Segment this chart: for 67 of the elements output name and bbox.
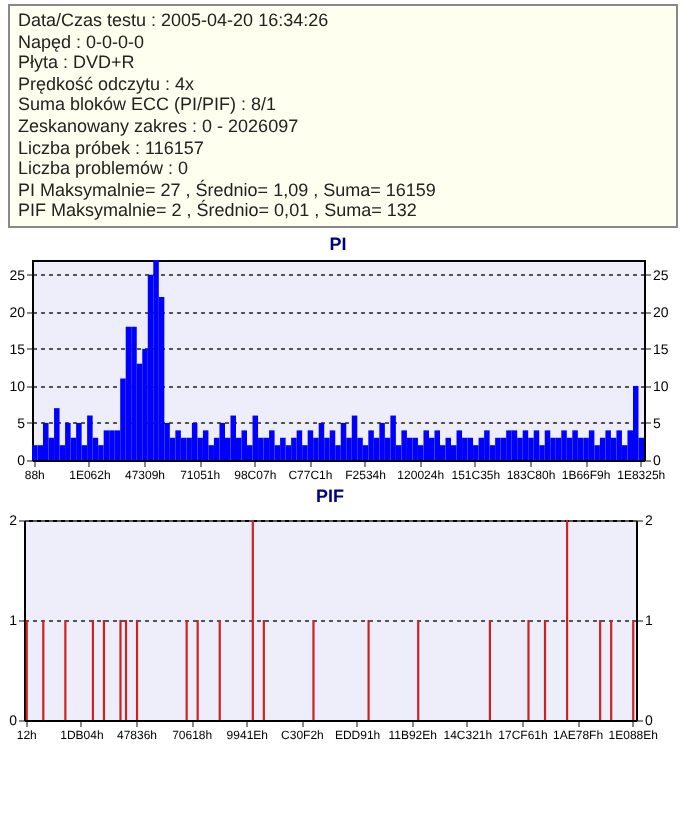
bar [54, 408, 60, 460]
text: Liczba problemów : 0 [18, 158, 191, 180]
bar [605, 430, 611, 460]
bar [252, 415, 259, 460]
bar [307, 430, 314, 460]
bar [517, 437, 523, 460]
text: Prędkość odczytu : 4x [18, 73, 197, 95]
bar [125, 326, 132, 460]
bar [456, 430, 463, 460]
bar [175, 430, 181, 460]
bar [43, 422, 49, 460]
bar [280, 437, 286, 460]
bar [533, 430, 540, 460]
text: PIF Maksymalnie= 2 , Średnio= 0,01 , Suma= 132 [18, 200, 419, 222]
bar [495, 437, 501, 460]
text: Suma bloków ECC (PI/PIF) : 8/1 [18, 94, 279, 116]
text: Zeskanowany zakres : 0 - 2026097 [18, 115, 301, 138]
text: Liczba próbek : 116157 [18, 137, 206, 159]
bar [230, 415, 236, 460]
bar [544, 430, 551, 460]
bar [506, 430, 512, 460]
bar [390, 415, 396, 460]
bar [550, 437, 556, 460]
bar [632, 385, 639, 460]
bar [340, 422, 347, 460]
bar [484, 430, 490, 460]
bar [434, 430, 440, 460]
bar [588, 430, 595, 460]
bar [561, 430, 567, 460]
bar [109, 430, 115, 460]
bar [616, 430, 622, 460]
bar [522, 430, 529, 460]
text: Napęd : 0-0-0-0 [18, 31, 147, 53]
text: Płyta : DVD+R [18, 52, 137, 74]
bar [528, 437, 534, 460]
chart-title: PI [329, 233, 347, 254]
bar [379, 422, 385, 460]
bar [351, 415, 358, 460]
bar [285, 445, 292, 460]
bar [153, 259, 159, 460]
bar [296, 430, 303, 460]
bar [291, 437, 297, 460]
bar [401, 430, 407, 460]
bar [241, 430, 248, 460]
bar [318, 422, 325, 460]
bar [191, 422, 198, 460]
text: PI Maksymalnie= 27 , Średnio= 1,09 , Suma= 16159 [18, 179, 438, 200]
bar [76, 422, 82, 460]
bar [511, 430, 518, 460]
bar [412, 437, 418, 460]
text: Data/Czas testu : 2005-04-20 16:34:26 [18, 10, 331, 32]
chart-title: PIF [315, 485, 345, 506]
bar [103, 430, 110, 460]
bar [131, 326, 137, 460]
bar [87, 415, 93, 460]
bar [583, 437, 589, 460]
bar [65, 422, 71, 460]
bar [368, 430, 374, 460]
bar [329, 430, 336, 460]
bar [202, 430, 209, 460]
bar [473, 445, 479, 460]
bar [219, 422, 225, 460]
bar [269, 430, 275, 460]
bar [423, 430, 429, 460]
bar [32, 445, 38, 460]
bar [572, 430, 578, 460]
bar [462, 437, 468, 460]
